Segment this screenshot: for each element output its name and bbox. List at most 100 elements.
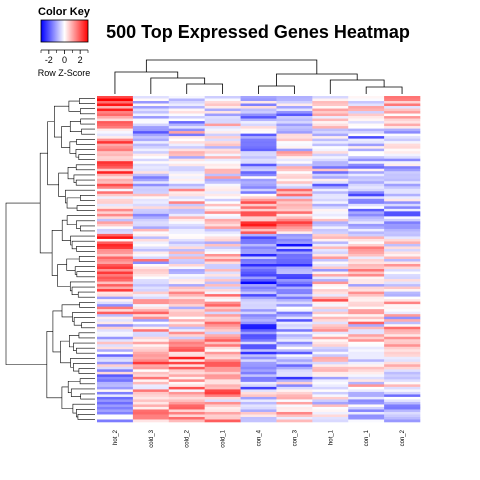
heatmap-cell <box>240 409 277 413</box>
row-dendrogram-branch <box>71 240 95 250</box>
heatmap-cell <box>384 233 421 237</box>
heatmap-cell <box>348 163 385 167</box>
heatmap-cell <box>312 304 349 307</box>
heatmap-cell <box>97 131 134 134</box>
heatmap-cell <box>168 389 205 393</box>
heatmap-cell <box>276 98 313 102</box>
heatmap-cell <box>97 123 134 127</box>
heatmap-cell <box>276 246 313 250</box>
heatmap-cell <box>240 203 277 207</box>
heatmap-cell <box>276 374 313 378</box>
heatmap-cell <box>97 198 134 202</box>
heatmap-cell <box>240 301 277 305</box>
heatmap-cell <box>97 386 134 390</box>
heatmap-cell <box>168 291 205 295</box>
heatmap-cell <box>276 153 313 157</box>
heatmap-cell <box>240 236 277 240</box>
heatmap-cell <box>348 279 385 282</box>
heatmap-cell <box>348 226 385 230</box>
heatmap-cell <box>132 168 170 172</box>
heatmap-cell <box>312 146 349 149</box>
heatmap-cell <box>348 354 385 358</box>
heatmap-cell <box>97 171 134 175</box>
heatmap-cell <box>168 201 205 205</box>
heatmap-cell <box>97 311 134 315</box>
heatmap-cell <box>348 238 385 242</box>
heatmap-cell <box>132 419 170 423</box>
heatmap-cell <box>168 391 205 395</box>
heatmap-cell <box>312 113 349 117</box>
heatmap-cell <box>276 131 313 134</box>
row-dendrogram-branch <box>79 98 95 104</box>
row-dendrogram-branch <box>69 121 82 132</box>
heatmap-cell <box>348 131 385 134</box>
heatmap-cell <box>240 291 277 295</box>
heatmap-cell <box>97 336 134 340</box>
heatmap-cell <box>97 306 134 310</box>
heatmap-cell <box>168 269 205 272</box>
heatmap-cell <box>276 133 313 137</box>
heatmap-cell <box>204 178 241 182</box>
heatmap-cell <box>97 156 134 159</box>
color-key-tick-label: -2 <box>45 55 53 65</box>
heatmap-cell <box>204 176 241 180</box>
heatmap-cell <box>384 394 421 398</box>
heatmap-cell <box>168 193 205 197</box>
heatmap-cell <box>312 334 349 338</box>
heatmap-cell <box>97 206 134 210</box>
heatmap-cell <box>204 111 241 114</box>
heatmap-cell <box>348 314 385 317</box>
heatmap-cell <box>97 136 134 139</box>
heatmap-cell <box>168 306 205 310</box>
heatmap-cell <box>348 133 385 137</box>
heatmap-cell <box>168 141 205 144</box>
heatmap-cell <box>348 213 385 217</box>
heatmap-cell <box>132 113 170 117</box>
heatmap-cell <box>204 106 241 109</box>
heatmap-cell <box>132 166 170 170</box>
heatmap-cell <box>240 138 277 142</box>
heatmap-cell <box>204 188 241 192</box>
heatmap-cell <box>312 216 349 220</box>
heatmap-cell <box>348 193 385 197</box>
heatmap-cell <box>348 113 385 117</box>
heatmap-cell <box>384 246 421 250</box>
heatmap-cell <box>240 261 277 265</box>
heatmap-cell <box>168 271 205 275</box>
heatmap-cell <box>276 123 313 127</box>
heatmap-cell <box>97 406 134 410</box>
heatmap-cell <box>204 191 241 195</box>
heatmap-cell <box>168 284 205 287</box>
heatmap-cell <box>168 331 205 335</box>
heatmap-cell <box>240 133 277 137</box>
heatmap-cell <box>276 143 313 147</box>
heatmap-cell <box>348 223 385 227</box>
column-dendrogram-branch <box>186 83 224 94</box>
heatmap-cell <box>348 326 385 330</box>
heatmap-cell <box>384 329 421 333</box>
heatmap-cell <box>97 113 134 117</box>
heatmap-cell <box>168 213 205 217</box>
heatmap-cell <box>240 161 277 165</box>
row-dendrogram-branch <box>78 332 95 339</box>
heatmap-cell <box>97 253 134 257</box>
heatmap-cell <box>132 118 170 122</box>
heatmap-cell <box>168 279 205 282</box>
heatmap-cell <box>276 203 313 207</box>
heatmap-cell <box>97 341 134 345</box>
heatmap-cell <box>276 321 313 325</box>
heatmap-cell <box>97 419 134 423</box>
heatmap-cell <box>97 414 134 418</box>
heatmap-cell <box>348 158 385 162</box>
heatmap-cell <box>97 248 134 252</box>
heatmap-cell <box>348 153 385 157</box>
heatmap-cell <box>384 101 421 104</box>
heatmap-cell <box>168 374 205 378</box>
heatmap-cell <box>132 198 170 202</box>
heatmap-cell <box>312 106 349 109</box>
heatmap-cell <box>204 231 241 235</box>
heatmap-cell <box>97 379 134 383</box>
heatmap-cell <box>276 251 313 255</box>
heatmap-cell <box>384 181 421 185</box>
